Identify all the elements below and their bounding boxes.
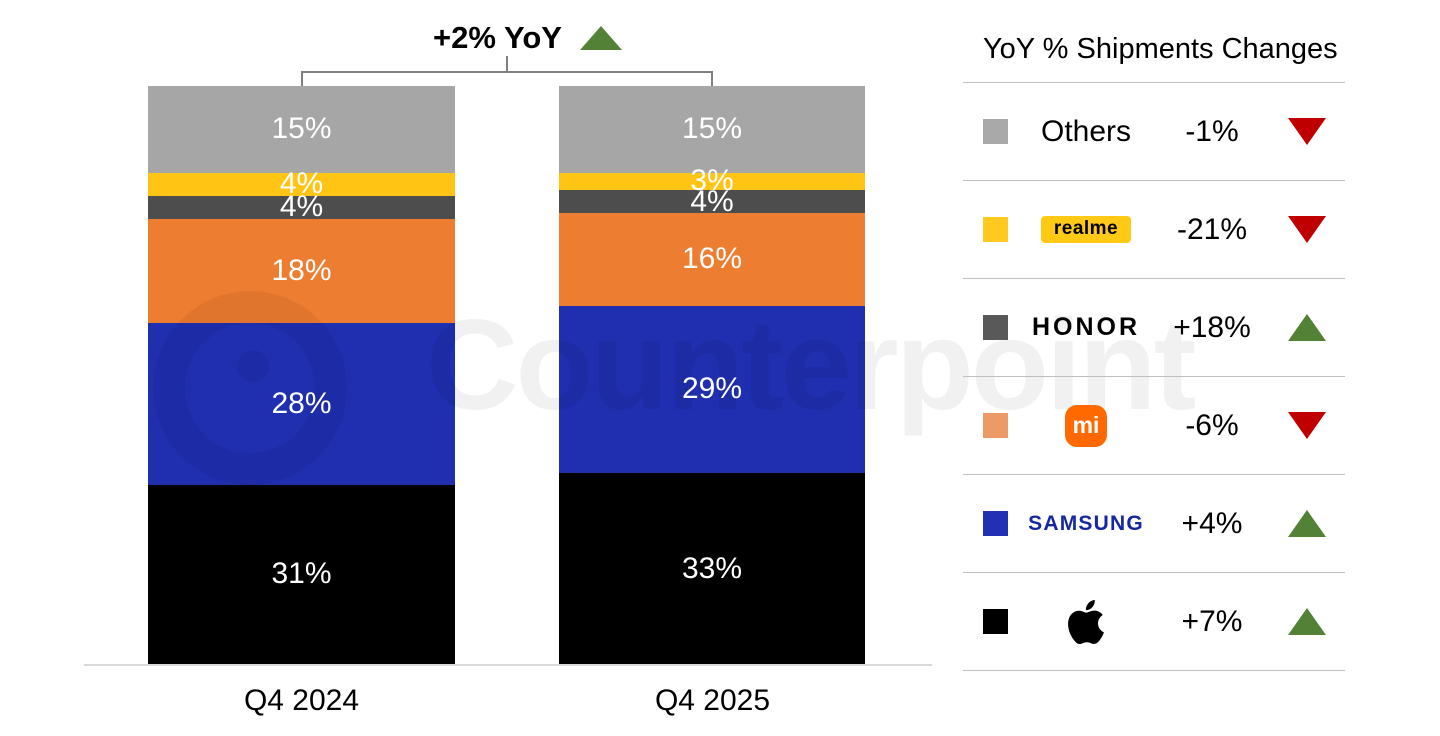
x-axis-line [84,664,932,666]
bar-segment-xiaomi: 18% [148,218,455,323]
bar-segment-value-label: 4% [279,167,324,201]
bar-segment-value-label: 33% [681,551,743,585]
bar-segment-value-label: 4% [279,190,324,224]
yoy-value-honor: +18% [1173,310,1251,344]
x-axis-label-q4-2025: Q4 2025 [654,684,771,717]
bracket-line [301,71,713,73]
brand-box: HONOR [1016,313,1156,342]
bracket-left-tick [301,71,303,86]
trend-down-icon [1287,118,1326,145]
bar-segment-value-label: 16% [681,242,743,276]
bar-segment-others: 15% [148,86,455,173]
bar-segment-honor: 4% [148,192,455,222]
bar-segment-value-label: 4% [690,184,734,218]
stacked-bar: 33% 29% 16% 4% 3% 15% [559,86,865,664]
honor-logo: HONOR [1031,313,1141,341]
legend-row: mi -6% [963,377,1345,475]
legend-swatch-others [983,119,1008,144]
x-axis-label-q4-2024: Q4 2024 [243,684,360,717]
legend-row: SAMSUNG +4% [963,475,1345,573]
brand-label-others: Others [1040,114,1132,148]
legend-row: HONOR +18% [963,279,1345,377]
legend-swatch-honor [983,315,1008,340]
bar-segment-realme: 3% [559,166,865,196]
trend-down-icon [1287,216,1326,243]
brand-box: mi [1016,404,1156,447]
bar-segment-samsung: 29% [559,305,865,474]
legend-row: realme -21% [963,181,1345,279]
trend-up-icon [1287,608,1326,635]
bar-segment-value-label: 28% [271,386,332,420]
apple-logo [1068,599,1104,644]
bar-segment-value-label: 15% [681,112,743,146]
legend-swatch-samsung [983,511,1008,536]
yoy-value-realme: -21% [1176,212,1248,246]
legend-row: Others -1% [963,83,1345,181]
bracket-right-tick [711,71,713,86]
legend-swatch-xiaomi [983,413,1008,438]
bar-segment-samsung: 28% [148,323,455,485]
bar-segment-value-label: 3% [690,164,734,198]
yoy-value-samsung: +4% [1181,506,1243,540]
stacked-bar: 31% 28% 18% 4% 4% 15% [148,86,455,664]
trend-up-icon [1287,314,1326,341]
legend-row: +7% [963,573,1345,671]
bar-segment-value-label: 15% [271,112,332,146]
yoy-value-others: -1% [1185,114,1239,148]
bar-segment-apple: 33% [559,473,865,664]
bar-segment-value-label: 31% [271,557,332,591]
brand-box: SAMSUNG [1016,512,1156,536]
trend-down-icon [1287,412,1326,439]
bar-segment-value-label: 29% [681,372,743,406]
bar-segment-xiaomi: 16% [559,213,865,306]
bracket-center-tick [506,56,508,71]
brand-box: realme [1016,216,1156,243]
legend-swatch-apple [983,609,1008,634]
bar-segment-apple: 31% [148,484,455,664]
total-change-annotation: +2% YoY [433,20,622,56]
total-change-label: +2% YoY [433,20,562,55]
brand-box: Others [1016,115,1156,149]
yoy-value-xiaomi: -6% [1185,408,1239,442]
legend: YoY % Shipments Changes Others -1% realm… [963,20,1345,671]
xiaomi-mi-logo: mi [1065,404,1107,447]
legend-title: YoY % Shipments Changes [963,20,1345,83]
bar-segment-realme: 4% [148,169,455,199]
bar-segment-honor: 4% [559,186,865,216]
brand-box [1016,599,1156,645]
bar-segment-others: 15% [559,86,865,173]
bar-segment-value-label: 18% [271,253,332,287]
realme-logo: realme [1040,216,1132,243]
yoy-value-apple: +7% [1181,604,1243,638]
legend-swatch-realme [983,217,1008,242]
samsung-logo: SAMSUNG [1028,511,1144,535]
trend-up-icon [579,26,622,50]
trend-up-icon [1287,510,1326,537]
